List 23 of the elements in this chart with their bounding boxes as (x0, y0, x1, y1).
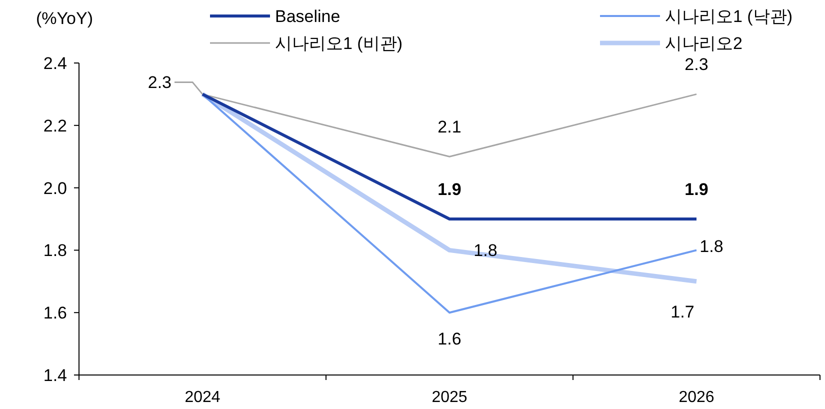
data-label: 1.7 (670, 302, 694, 322)
y-tick-label: 1.4 (43, 366, 67, 385)
legend-label: 시나리오1 (비관) (275, 34, 402, 53)
data-label: 2.3 (684, 55, 708, 74)
y-axis-title: (%YoY) (36, 9, 94, 28)
data-label: 2.1 (438, 118, 462, 137)
data-label: 1.8 (700, 237, 724, 256)
y-tick-label: 1.8 (43, 241, 67, 260)
y-tick-label: 1.6 (43, 304, 67, 323)
x-tick-label: 2024 (184, 389, 220, 406)
legend-label: 시나리오1 (낙관) (665, 7, 792, 26)
data-label: 1.9 (438, 180, 462, 199)
y-tick-label: 2.4 (43, 54, 67, 73)
data-label: 1.8 (474, 241, 498, 260)
y-tick-label: 2.0 (43, 178, 67, 198)
legend-label: 시나리오2 (665, 34, 742, 53)
data-label: 1.6 (438, 330, 462, 349)
data-label: 1.9 (684, 180, 708, 199)
y-tick-label: 2.2 (43, 116, 67, 136)
data-label: 2.3 (148, 73, 172, 92)
x-tick-label: 2026 (678, 389, 714, 406)
legend-label: Baseline (275, 7, 340, 26)
x-tick-label: 2025 (432, 389, 468, 406)
